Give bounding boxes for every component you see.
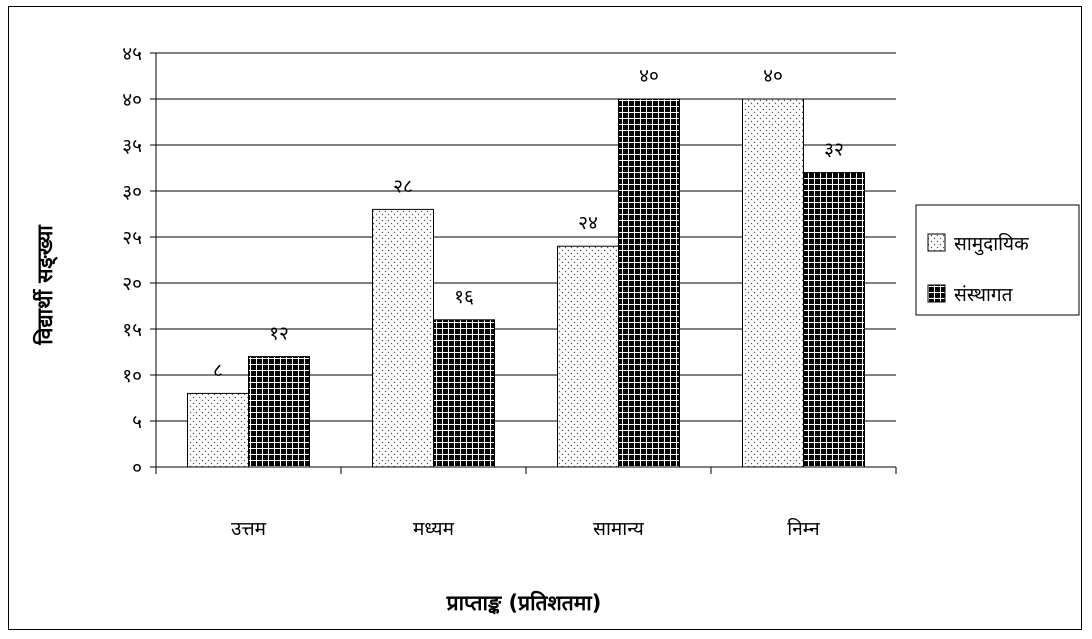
y-tick-label: ३० bbox=[122, 181, 142, 203]
y-tick-label: १५ bbox=[122, 319, 142, 341]
legend-label-1: संस्थागत bbox=[954, 284, 1014, 306]
bar-samudayik bbox=[187, 392, 249, 468]
legend: सामुदायिक संस्थागत bbox=[915, 204, 1080, 316]
y-tick-labels: ० ५ १० १५ २० २५ ३० ३५ ४० ४५ bbox=[122, 43, 156, 479]
y-tick-label: १० bbox=[122, 365, 142, 387]
legend-label-0: सामुदायिक bbox=[954, 232, 1029, 256]
y-tick-label: २५ bbox=[122, 227, 142, 249]
y-tick-label: २० bbox=[122, 273, 142, 295]
data-label: ८ bbox=[213, 359, 223, 381]
bar-sansthagat bbox=[433, 319, 495, 468]
y-axis-title: विद्यार्थी सङ्ख्या bbox=[32, 224, 58, 346]
legend-swatch-0 bbox=[927, 233, 946, 252]
bar-sansthagat bbox=[803, 172, 865, 468]
x-category-label: निम्न bbox=[787, 517, 820, 540]
bar-sansthagat bbox=[618, 98, 680, 468]
bar-samudayik bbox=[372, 208, 434, 468]
data-label: ४० bbox=[639, 65, 659, 87]
x-category-labels: उत्तम मध्यम सामान्य निम्न bbox=[231, 517, 820, 540]
data-label: २८ bbox=[393, 175, 413, 197]
legend-swatch-1 bbox=[927, 284, 946, 303]
axes bbox=[155, 53, 897, 474]
data-label: १२ bbox=[269, 323, 289, 345]
bar-samudayik bbox=[557, 245, 619, 468]
bars bbox=[187, 98, 865, 468]
y-tick-label: ४५ bbox=[122, 43, 142, 65]
y-tick-label: ४० bbox=[122, 89, 142, 111]
y-tick-label: ५ bbox=[132, 411, 142, 433]
bar-samudayik bbox=[742, 98, 804, 468]
data-label: २४ bbox=[578, 212, 598, 234]
chart-frame bbox=[8, 6, 1082, 630]
x-category-label: मध्यम bbox=[413, 518, 455, 540]
bar-sansthagat bbox=[248, 356, 310, 468]
data-label: ३२ bbox=[824, 139, 844, 161]
y-tick-label: ० bbox=[132, 457, 142, 479]
y-tick-label: ३५ bbox=[122, 135, 142, 157]
data-labels: ८ १२ २८ १६ २४ ४० ४० ३२ bbox=[213, 65, 844, 381]
data-label: ४० bbox=[763, 65, 783, 87]
x-category-label: सामान्य bbox=[593, 518, 645, 540]
x-axis-title: प्राप्ताङ्क (प्रतिशतमा) bbox=[446, 590, 602, 615]
x-category-label: उत्तम bbox=[231, 518, 267, 540]
data-label: १६ bbox=[454, 286, 474, 308]
